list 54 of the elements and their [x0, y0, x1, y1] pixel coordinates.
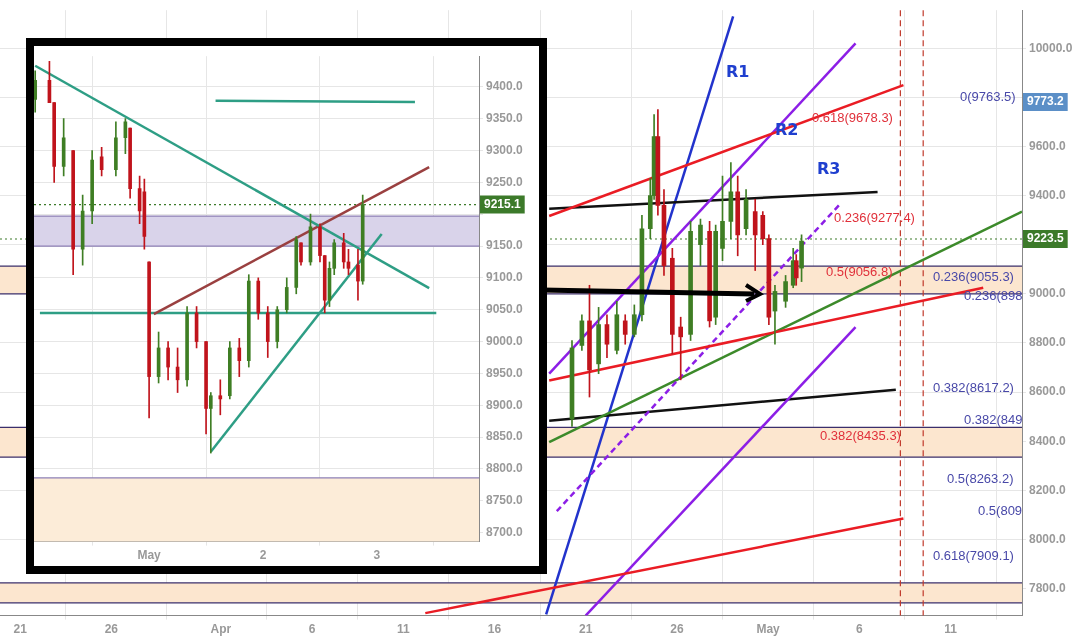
y-tick-label: 8800.0 [1029, 335, 1067, 350]
x-tick-label: 2 [259, 548, 267, 563]
annotation: 0.236(9277.4) [834, 209, 915, 225]
x-tick-label: 26 [104, 622, 119, 637]
x-tick-label: May [756, 622, 781, 637]
x-tick-label: 16 [487, 622, 502, 637]
annotation: R3 [817, 159, 841, 179]
annotation: 0.236(9055.3) [933, 268, 1014, 284]
x-tick-label: 6 [308, 622, 316, 637]
x-tick-label: Apr [210, 622, 232, 637]
y-tick-label: 8950.0 [486, 365, 524, 380]
y-tick-label: 8850.0 [486, 429, 524, 444]
ref-line-label: 9223.5 [1027, 231, 1065, 246]
text: 9773.2 [1027, 94, 1065, 109]
annotation: 0.5(809 [978, 502, 1023, 518]
y-tick-label: 8000.0 [1029, 531, 1067, 546]
x-tick-label: 21 [579, 622, 593, 637]
y-tick-label: 9350.0 [486, 110, 524, 125]
x-tick-label: May [137, 548, 162, 563]
y-tick-label: 9050.0 [486, 302, 524, 317]
y-tick-label: 9000.0 [1029, 286, 1067, 301]
y-tick-label: 8700.0 [486, 524, 524, 539]
y-tick-label: 8900.0 [486, 397, 524, 412]
y-tick-label: 9000.0 [486, 333, 524, 348]
annotation: 0.382(8617.2) [933, 379, 1014, 395]
ref-line-label: 9215.1 [484, 196, 522, 211]
x-tick-label: 21 [13, 622, 28, 637]
y-tick-label: 7800.0 [1029, 580, 1067, 595]
y-tick-label: 8600.0 [1029, 384, 1067, 399]
x-tick-label: 3 [373, 548, 381, 563]
y-tick-label: 9300.0 [486, 142, 524, 157]
annotation: 0.618(9678.3) [812, 109, 893, 125]
y-tick-label: 8400.0 [1029, 433, 1067, 448]
x-tick-label: 6 [855, 622, 863, 637]
y-tick-label: 9400.0 [1029, 187, 1067, 202]
y-tick-label: 9100.0 [486, 270, 524, 285]
x-tick-label: 11 [396, 622, 410, 637]
x-tick-label: 11 [944, 622, 958, 637]
y-tick-label: 9400.0 [486, 79, 524, 94]
annotation: 0.5(8263.2) [947, 470, 1014, 486]
y-tick-label: 9150.0 [486, 238, 524, 253]
y-tick-label: 8800.0 [486, 461, 524, 476]
y-tick-label: 10000.0 [1029, 40, 1073, 55]
annotation: 0.618(7909.1) [933, 547, 1014, 563]
y-tick-label: 9250.0 [486, 174, 524, 189]
y-tick-label: 8200.0 [1029, 482, 1067, 497]
y-tick-label: 9600.0 [1029, 138, 1067, 153]
annotation: 0(9763.5) [960, 88, 1016, 104]
annotation: 0.382(8435.3) [820, 427, 901, 443]
y-tick-label: 8750.0 [486, 493, 524, 508]
annotation: 0.5(9056.8) [826, 263, 893, 279]
annotation: 0.382(849 [964, 411, 1023, 427]
x-tick-label: 26 [670, 622, 684, 637]
annotation: R1 [726, 62, 750, 82]
